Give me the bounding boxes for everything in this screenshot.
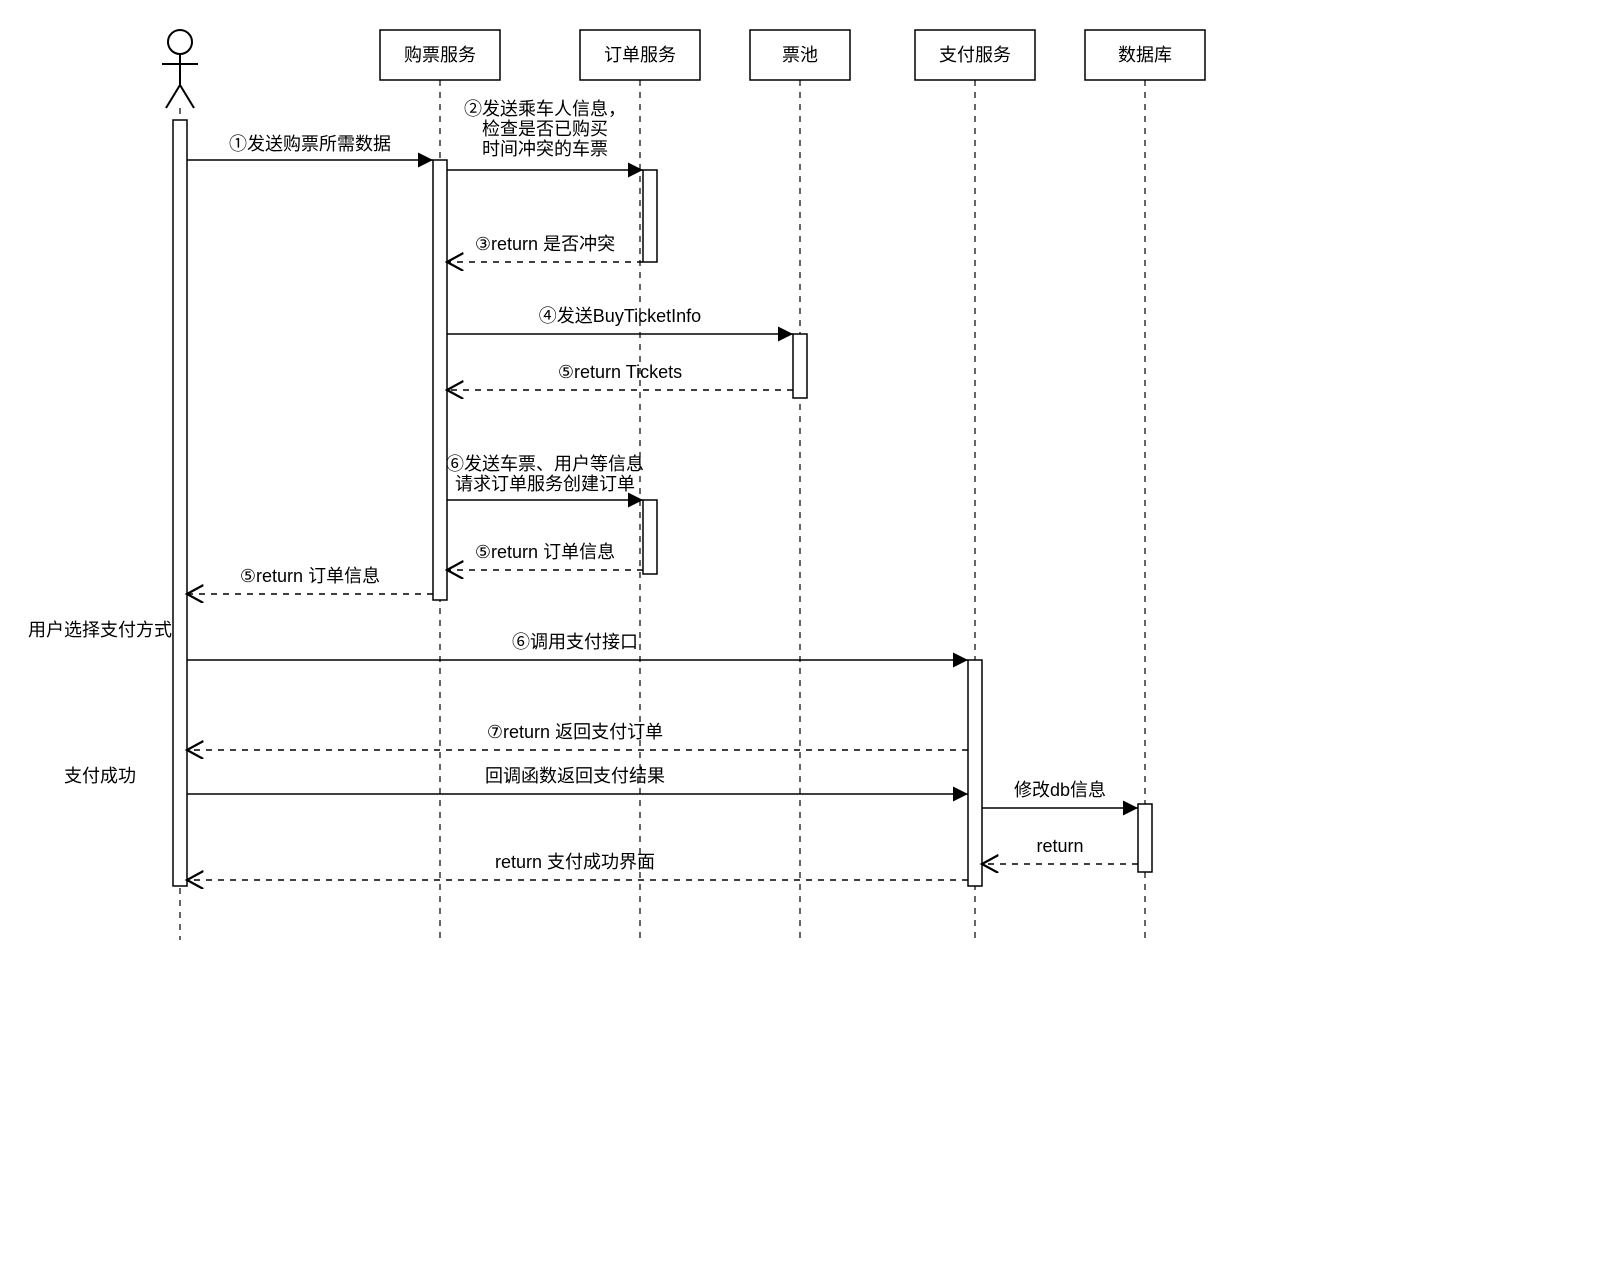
activation-pool (793, 334, 807, 398)
sequence-diagram: 购票服务 订单服务 票池 支付服务 数据库 ①发送购票所需数据 ②发送乘车人信息，检查是否… (0, 0, 1597, 1269)
message-label-4-0: ⑤return Tickets (558, 362, 682, 382)
message-label-7-0: ⑤return 订单信息 (240, 566, 380, 586)
activation-actor (173, 120, 187, 886)
message-label-8-0: ⑥调用支付接口 (512, 632, 638, 652)
message-label-3-0: ④发送BuyTicketInfo (539, 306, 701, 326)
activation-pay (968, 660, 982, 886)
lifeline-label-ticket: 购票服务 (404, 45, 476, 65)
message-label-5-0: ⑥发送车票、用户等信息 (446, 454, 644, 474)
activation-db (1138, 804, 1152, 872)
side-note-0: 用户选择支付方式 (28, 620, 172, 640)
lifelines-group: 购票服务 订单服务 票池 支付服务 数据库 (162, 30, 1205, 940)
message-label-5-1: 请求订单服务创建订单 (455, 474, 635, 494)
message-label-1-2: 时间冲突的车票 (482, 139, 608, 159)
activation-ticket (433, 160, 447, 600)
message-label-13-0: return 支付成功界面 (495, 852, 655, 872)
message-label-11-0: 修改db信息 (1014, 780, 1106, 800)
message-label-1-1: 检查是否已购买 (482, 119, 608, 139)
notes-group: 用户选择支付方式支付成功 (28, 620, 172, 786)
lifeline-label-order: 订单服务 (604, 45, 676, 65)
message-label-1-0: ②发送乘车人信息， (464, 99, 626, 119)
message-label-12-0: return (1036, 836, 1083, 856)
side-note-1: 支付成功 (64, 766, 136, 786)
message-label-10-0: 回调函数返回支付结果 (485, 766, 665, 786)
actor-stickfigure (162, 30, 198, 108)
message-label-6-0: ⑤return 订单信息 (475, 542, 615, 562)
activation-order (643, 170, 657, 262)
message-label-2-0: ③return 是否冲突 (475, 234, 615, 254)
lifeline-label-pay: 支付服务 (939, 45, 1011, 65)
message-label-9-0: ⑦return 返回支付订单 (487, 722, 663, 742)
messages-group: ①发送购票所需数据 ②发送乘车人信息，检查是否已购买时间冲突的车票 ③return … (187, 99, 1138, 880)
message-label-0-0: ①发送购票所需数据 (229, 134, 391, 154)
activation-order (643, 500, 657, 574)
lifeline-label-db: 数据库 (1118, 45, 1172, 65)
lifeline-label-pool: 票池 (782, 45, 818, 65)
